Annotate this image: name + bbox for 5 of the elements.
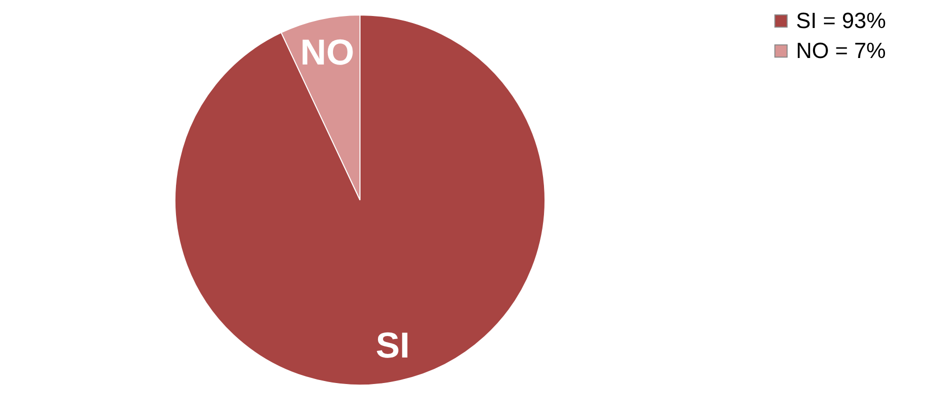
text: NO xyxy=(300,32,354,73)
legend-label: NO = 7% xyxy=(796,38,886,63)
pie-slice xyxy=(174,14,546,386)
text: SI xyxy=(376,324,410,366)
legend-label: SI = 93% xyxy=(796,8,886,33)
